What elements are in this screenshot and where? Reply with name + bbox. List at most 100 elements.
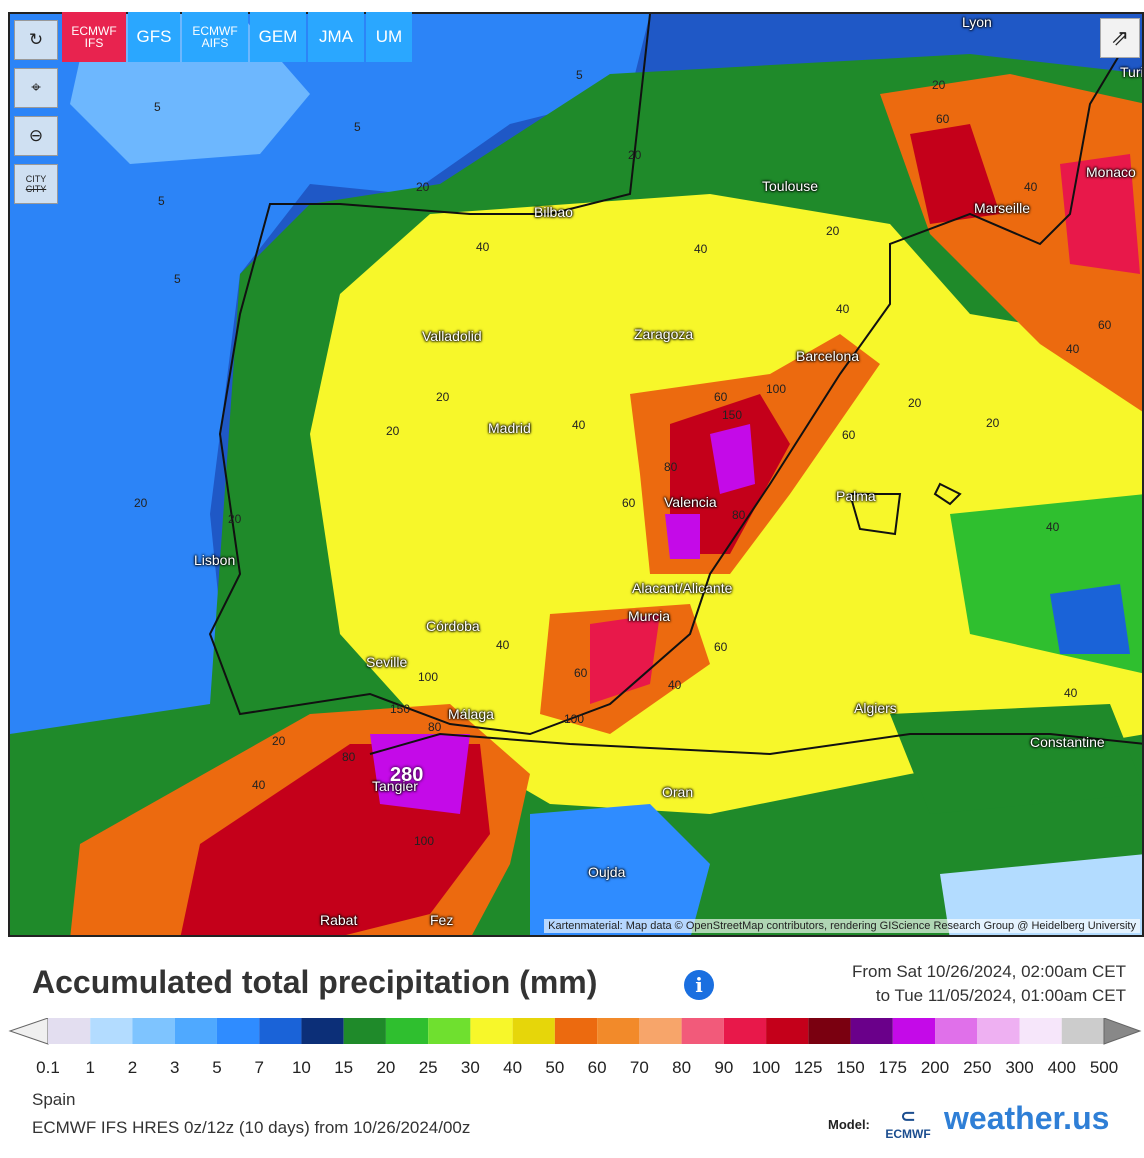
location-button[interactable]: ⌖	[14, 68, 58, 108]
isoline-label: 5	[174, 272, 181, 286]
scale-swatch	[554, 1018, 598, 1044]
model-button-label: JMA	[319, 27, 353, 46]
scale-tick-label: 25	[418, 1058, 438, 1077]
city-label: Córdoba	[426, 618, 480, 634]
model-button-ecmwf-aifs[interactable]: ECMWF AIFS	[182, 12, 248, 62]
isoline-label: 40	[836, 302, 850, 316]
isoline-label: 40	[1046, 520, 1060, 534]
scale-swatch	[512, 1018, 555, 1044]
scale-tick-label: 400	[1047, 1058, 1076, 1077]
city-label: Málaga	[448, 706, 494, 722]
city-toggle-label-struck: CITY	[25, 184, 47, 194]
scale-swatch	[808, 1018, 851, 1044]
ecmwf-logo: ⊂ ECMWF	[885, 1106, 931, 1141]
ecmwf-logo-text: ECMWF	[885, 1127, 931, 1141]
scale-swatch	[48, 1018, 91, 1044]
refresh-button[interactable]: ↻	[14, 20, 58, 60]
isoline-label: 60	[714, 640, 728, 654]
scale-tick-label: 80	[672, 1058, 692, 1077]
scale-tick-label: 10	[291, 1058, 311, 1077]
model-run: ECMWF IFS HRES 0z/12z (10 days) from 10/…	[32, 1118, 471, 1137]
isoline-label: 100	[564, 712, 585, 726]
legend-title: Accumulated total precipitation (mm)	[32, 964, 598, 1000]
city-label: Madrid	[488, 420, 531, 436]
scale-tick-label: 250	[963, 1058, 992, 1077]
scale-swatch	[597, 1018, 640, 1044]
isoline-label: 20	[416, 180, 430, 194]
isoline-label: 5	[576, 68, 583, 82]
map-attribution: Kartenmaterial: Map data © OpenStreetMap…	[544, 919, 1140, 933]
isoline-label: 80	[664, 460, 678, 474]
model-button-um[interactable]: UM	[366, 12, 412, 62]
isoline-label: 20	[436, 390, 450, 404]
isoline-label: 100	[414, 834, 435, 848]
period-from: From Sat 10/26/2024, 02:00am CET	[851, 962, 1126, 981]
weather-us-logo[interactable]: weather.us	[944, 1100, 1110, 1136]
city-label: Rabat	[320, 912, 358, 928]
scale-tick-label: 500	[1089, 1058, 1119, 1077]
isoline-label: 40	[476, 240, 490, 254]
refresh-icon: ↻	[28, 30, 44, 49]
scale-swatch	[90, 1018, 133, 1044]
city-label: Monaco	[1086, 164, 1136, 180]
scale-tick-label: 175	[878, 1058, 907, 1077]
isoline-label: 60	[574, 666, 588, 680]
scale-tick-label: 15	[334, 1058, 354, 1077]
scale-swatch	[428, 1018, 471, 1044]
isoline-label: 100	[766, 382, 787, 396]
isoline-label: 150	[722, 408, 743, 422]
city-label: Turin	[1120, 64, 1144, 80]
scale-tick-label: 125	[794, 1058, 823, 1077]
scale-tick-label: 200	[920, 1058, 950, 1077]
city-label: Valladolid	[422, 328, 482, 344]
scale-tick-label: 50	[545, 1058, 565, 1077]
isoline-label: 60	[714, 390, 728, 404]
model-button-gfs[interactable]: GFS	[128, 12, 180, 62]
scale-tick-label: 5	[212, 1058, 222, 1077]
scale-tick-label: 1	[85, 1058, 95, 1077]
isoline-label: 150	[390, 702, 411, 716]
city-label: Marseille	[974, 200, 1031, 216]
color-scale-bar	[8, 1018, 1142, 1045]
scale-swatch	[723, 1018, 767, 1044]
scale-tick-label: 100	[751, 1058, 781, 1077]
city-label: Tangier	[372, 778, 418, 794]
zoom-out-button[interactable]: ⊖	[14, 116, 58, 156]
model-button-label: GEM	[258, 27, 298, 46]
city-label: Toulouse	[762, 178, 819, 194]
isoline-label: 40	[668, 678, 682, 692]
scale-swatch	[132, 1018, 175, 1044]
scale-swatch	[343, 1018, 386, 1044]
city-label: Oujda	[588, 864, 626, 880]
share-button[interactable]: ⇗	[1100, 18, 1140, 58]
region-name: Spain	[32, 1090, 76, 1109]
scale-tick-label: 30	[460, 1058, 480, 1077]
model-button-ecmwf-ifs[interactable]: ECMWF IFS	[62, 12, 126, 62]
city-label: Palma	[836, 488, 876, 504]
scale-swatch	[766, 1018, 809, 1044]
city-toggle-button[interactable]: CITY CITY	[14, 164, 58, 204]
precipitation-map[interactable]: Lyon Turin Toulouse Monaco Marseille Bil…	[8, 12, 1144, 937]
zoom-out-icon: ⊖	[28, 126, 44, 145]
info-icon[interactable]: i	[684, 970, 714, 1000]
city-label: Fez	[430, 912, 454, 928]
isoline-label: 60	[936, 112, 950, 126]
city-label: Alacant/Alicante	[632, 580, 733, 596]
city-label: Barcelona	[796, 348, 860, 364]
isoline-label: 40	[252, 778, 266, 792]
city-label: Constantine	[1030, 734, 1105, 750]
scale-swatch	[639, 1018, 682, 1044]
isoline-label: 80	[732, 508, 746, 522]
model-button-jma[interactable]: JMA	[308, 12, 364, 62]
scale-swatch	[935, 1018, 978, 1044]
scale-arrow-left	[8, 1018, 49, 1045]
model-button-label: UM	[375, 27, 403, 46]
scale-tick-label: 90	[714, 1058, 734, 1077]
isoline-label: 20	[826, 224, 840, 238]
scale-tick-label: 20	[376, 1058, 396, 1077]
isoline-label: 40	[1024, 180, 1038, 194]
model-button-gem[interactable]: GEM	[250, 12, 306, 62]
isoline-label: 5	[154, 100, 161, 114]
scale-swatch	[1061, 1018, 1104, 1044]
model-button-label: ECMWF AIFS	[192, 24, 238, 50]
